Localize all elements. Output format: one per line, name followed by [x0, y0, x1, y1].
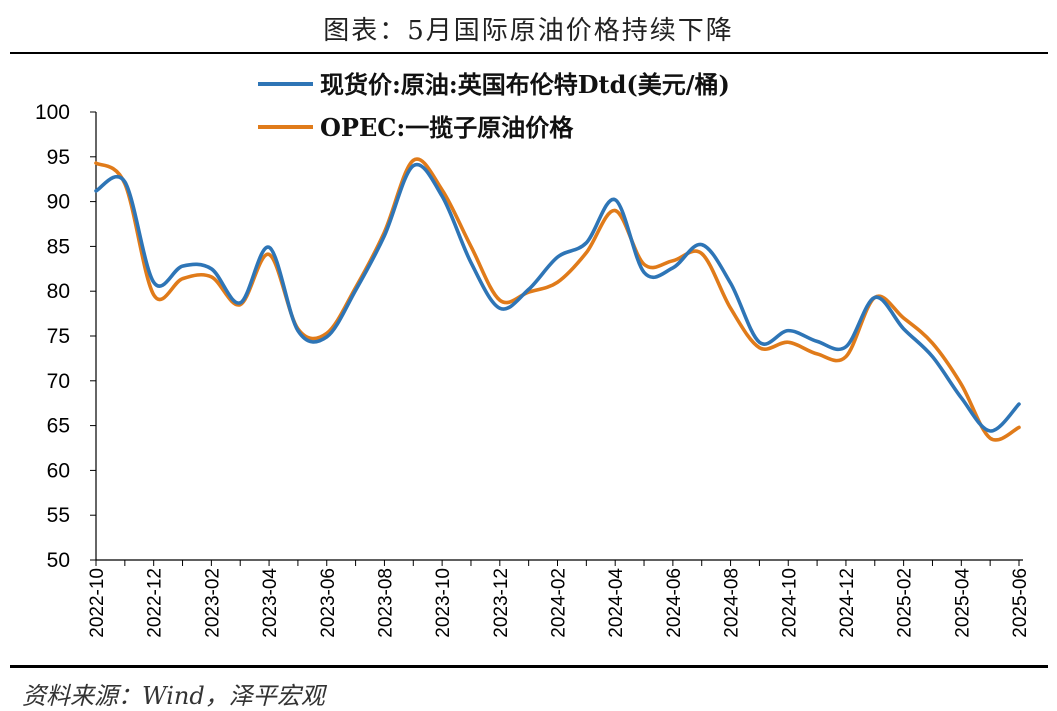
x-tick-label: 2022-10	[87, 568, 108, 638]
x-tick-label: 2024-10	[779, 568, 800, 638]
y-tick-label: 95	[47, 146, 70, 169]
legend: 现货价:原油:英国布伦特Dtd(美元/桶) OPEC:一揽子原油价格	[258, 70, 730, 142]
x-tick-label: 2025-04	[952, 568, 973, 638]
y-tick-label: 90	[47, 191, 70, 214]
x-tick-label: 2024-02	[549, 568, 570, 638]
footer-divider	[10, 665, 1048, 668]
x-tick-label: 2025-06	[1010, 568, 1031, 638]
x-tick-label: 2023-06	[318, 568, 339, 638]
y-tick-label: 80	[47, 280, 70, 303]
x-axis-ticks: 2022-10 2022-12 2023-02 2023-04 2023-06 2023-…	[87, 560, 1031, 638]
x-tick-label: 2022-12	[145, 568, 166, 638]
axes	[95, 112, 1023, 561]
x-tick-label: 2024-04	[606, 568, 627, 638]
y-tick-label: 85	[47, 235, 70, 258]
y-tick-label: 55	[47, 504, 70, 527]
x-tick-label: 2023-02	[202, 568, 223, 638]
y-tick-label: 60	[47, 459, 70, 482]
legend-label-brent: 现货价:原油:英国布伦特Dtd(美元/桶)	[320, 70, 730, 99]
series-lines	[94, 157, 1021, 442]
y-tick-label: 65	[47, 415, 70, 438]
x-tick-label: 2024-06	[664, 568, 685, 638]
y-tick-label: 75	[47, 325, 70, 348]
x-tick-label: 2024-12	[837, 568, 858, 638]
y-tick-label: 50	[47, 549, 70, 572]
source-note: 资料来源：Wind，泽平宏观	[22, 682, 325, 710]
title-divider	[10, 52, 1048, 54]
chart-title: 图表：5月国际原油价格持续下降	[323, 16, 734, 46]
y-tick-label: 70	[47, 370, 70, 393]
x-tick-label: 2023-04	[260, 568, 281, 638]
x-tick-label: 2024-08	[722, 568, 743, 638]
y-tick-label: 100	[35, 101, 70, 124]
legend-label-opec: OPEC:一揽子原油价格	[320, 113, 574, 142]
x-tick-label: 2025-02	[895, 568, 916, 638]
x-tick-label: 2023-12	[491, 568, 512, 638]
y-axis-ticks: 50 55 60 65 70 75 80 85 90 95 100	[35, 101, 96, 572]
x-tick-label: 2023-10	[433, 568, 454, 638]
series-line-brent	[94, 162, 1021, 433]
x-tick-label: 2023-08	[375, 568, 396, 638]
